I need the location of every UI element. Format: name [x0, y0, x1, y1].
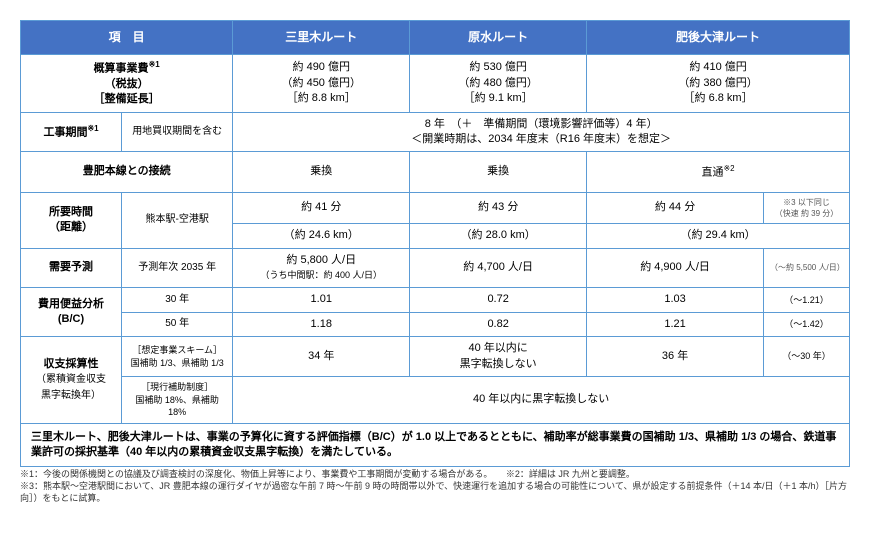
time-b2: （約 28.0 km）	[410, 224, 587, 248]
bc-a30: 1.01	[233, 288, 410, 312]
header-route-c: 肥後大津ルート	[587, 21, 850, 55]
footnote-1: ※1：今後の関係機関との協議及び調査検討の深度化、物価上昇等により、事業費や工事…	[20, 469, 850, 481]
footnote-3: ※3：熊本駅～空港駅間において、JR 豊肥本線の運行ダイヤが過密な午前 7 時～…	[20, 481, 850, 504]
cost-c: 約 410 億円 （約 380 億円） ［約 6.8 km］	[587, 54, 850, 112]
bc-30-label: 30 年	[122, 288, 233, 312]
demand-b: 約 4,700 人/日	[410, 248, 587, 288]
time-c1: 約 44 分	[587, 192, 764, 223]
time-a1: 約 41 分	[233, 192, 410, 223]
bc-row-30: 費用便益分析 (B/C) 30 年 1.01 0.72 1.03 （～1.21）	[21, 288, 850, 312]
demand-row: 需要予測 予測年次 2035 年 約 5,800 人/日 （うち中間駅：約 40…	[21, 248, 850, 288]
cost-row: 概算事業費※1 （税抜） ［整備延長］ 約 490 億円 （約 450 億円） …	[21, 54, 850, 112]
summary-row: 三里木ルート、肥後大津ルートは、事業の予算化に資する評価指標（B/C）が 1.0…	[21, 423, 850, 467]
bc-50-label: 50 年	[122, 312, 233, 336]
time-c-extra: ※3 以下同じ （快速 約 39 分）	[764, 192, 850, 223]
bc-b50: 0.82	[410, 312, 587, 336]
cost-a: 約 490 億円 （約 450 億円） ［約 8.8 km］	[233, 54, 410, 112]
bc-b30: 0.72	[410, 288, 587, 312]
period-row: 工事期間※1 用地買収期間を含む 8 年 （＋ 準備期間（環境影響評価等）4 年…	[21, 112, 850, 152]
connect-c: 直通※2	[587, 152, 850, 192]
footnotes: ※1：今後の関係機関との協議及び調査検討の深度化、物価上昇等により、事業費や工事…	[20, 469, 850, 504]
demand-label: 需要予測	[21, 248, 122, 288]
header-route-b: 原水ルート	[410, 21, 587, 55]
cost-label: 概算事業費※1 （税抜） ［整備延長］	[21, 54, 233, 112]
bc-label: 費用便益分析 (B/C)	[21, 288, 122, 337]
payback-a1: 34 年	[233, 337, 410, 377]
payback-row-1: 収支採算性（累積資金収支 黒字転換年） ［想定事業スキーム］ 国補助 1/3、県…	[21, 337, 850, 377]
period-value: 8 年 （＋ 準備期間（環境影響評価等）4 年） ＜開業時期は、2034 年度末…	[233, 112, 850, 152]
payback-c1: 36 年	[587, 337, 764, 377]
time-a2: （約 24.6 km）	[233, 224, 410, 248]
payback-row2-value: 40 年以内に黒字転換しない	[233, 376, 850, 423]
payback-label: 収支採算性（累積資金収支 黒字転換年）	[21, 337, 122, 424]
demand-c-extra: （～約 5,500 人/日）	[764, 248, 850, 288]
comparison-table: 項 目 三里木ルート 原水ルート 肥後大津ルート 概算事業費※1 （税抜） ［整…	[20, 20, 850, 467]
connect-row: 豊肥本線との接続 乗換 乗換 直通※2	[21, 152, 850, 192]
bc-row-50: 50 年 1.18 0.82 1.21 （～1.42）	[21, 312, 850, 336]
header-route-a: 三里木ルート	[233, 21, 410, 55]
bc-c30-extra: （～1.21）	[764, 288, 850, 312]
payback-scheme2: ［現行補助制度］ 国補助 18%、県補助 18%	[122, 376, 233, 423]
header-row: 項 目 三里木ルート 原水ルート 肥後大津ルート	[21, 21, 850, 55]
time-sublabel: 熊本駅-空港駅	[122, 192, 233, 248]
bc-a50: 1.18	[233, 312, 410, 336]
time-b1: 約 43 分	[410, 192, 587, 223]
connect-b: 乗換	[410, 152, 587, 192]
demand-sub: 予測年次 2035 年	[122, 248, 233, 288]
bc-c30: 1.03	[587, 288, 764, 312]
payback-row-2: ［現行補助制度］ 国補助 18%、県補助 18% 40 年以内に黒字転換しない	[21, 376, 850, 423]
payback-c1-extra: （～30 年）	[764, 337, 850, 377]
payback-scheme1: ［想定事業スキーム］ 国補助 1/3、県補助 1/3	[122, 337, 233, 377]
period-label: 工事期間※1	[21, 112, 122, 152]
time-c2: （約 29.4 km）	[587, 224, 850, 248]
payback-b1: 40 年以内に 黒字転換しない	[410, 337, 587, 377]
summary-text: 三里木ルート、肥後大津ルートは、事業の予算化に資する評価指標（B/C）が 1.0…	[21, 423, 850, 467]
connect-label: 豊肥本線との接続	[21, 152, 233, 192]
demand-a: 約 5,800 人/日 （うち中間駅：約 400 人/日）	[233, 248, 410, 288]
header-item: 項 目	[21, 21, 233, 55]
period-sub: 用地買収期間を含む	[122, 112, 233, 152]
time-label: 所要時間 （距離）	[21, 192, 122, 248]
bc-c50-extra: （～1.42）	[764, 312, 850, 336]
bc-c50: 1.21	[587, 312, 764, 336]
demand-c: 約 4,900 人/日	[587, 248, 764, 288]
time-row-1: 所要時間 （距離） 熊本駅-空港駅 約 41 分 約 43 分 約 44 分 ※…	[21, 192, 850, 223]
cost-b: 約 530 億円 （約 480 億円） ［約 9.1 km］	[410, 54, 587, 112]
connect-a: 乗換	[233, 152, 410, 192]
